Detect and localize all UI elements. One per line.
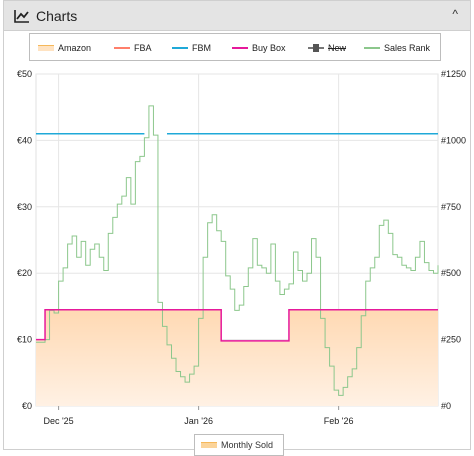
y-left-tick-label: €40: [17, 135, 32, 145]
legend-item-new[interactable]: New: [308, 34, 346, 62]
y-right-tick-label: #750: [441, 202, 461, 212]
series-amazon-area: [36, 309, 438, 406]
series-sales-rank-line: [36, 105, 439, 396]
y-right-tick-label: #1250: [441, 69, 466, 79]
y-left-tick-label: €50: [17, 69, 32, 79]
legend-item-sales-rank[interactable]: Sales Rank: [364, 34, 430, 62]
y-right-tick-label: #1000: [441, 135, 466, 145]
x-tick-label: Dec '25: [43, 416, 73, 426]
y-left-tick-label: €20: [17, 268, 32, 278]
y-left-tick-label: €30: [17, 202, 32, 212]
chart-fills: [36, 309, 438, 406]
y-right-tick-label: #250: [441, 335, 461, 345]
legend-item-fba[interactable]: FBA: [114, 34, 152, 62]
legend-item-amazon[interactable]: Amazon: [38, 34, 91, 62]
legend-swatch-amazon: [38, 45, 54, 51]
panel-header[interactable]: Charts ^: [4, 1, 470, 31]
x-tick-label: Feb '26: [324, 416, 354, 426]
legend-label-amazon: Amazon: [58, 43, 92, 53]
legend-swatch-monthly-sold: [201, 442, 217, 448]
legend-swatch-fbm: [172, 47, 188, 49]
x-tick-label: Jan '26: [184, 416, 213, 426]
legend-label-sales-rank: Sales Rank: [384, 43, 431, 53]
legend-swatch-new: [308, 44, 324, 52]
legend-item-fbm[interactable]: FBM: [172, 34, 211, 62]
legend-item-buy-box[interactable]: Buy Box: [232, 34, 286, 62]
legend-swatch-fba: [114, 47, 130, 49]
line-chart-icon: [14, 9, 29, 23]
legend-swatch-buy-box: [232, 47, 248, 49]
series-buy-box-line: [36, 308, 438, 342]
legend-label-new: New: [328, 43, 347, 53]
chart-axes: €0 €10 €20 €30 €40 €50 #0 #250 #500 #750 #1000 #125…: [17, 69, 466, 426]
legend-item-monthly-sold[interactable]: Monthly Sold: [194, 434, 284, 456]
chevron-up-icon[interactable]: ^: [452, 7, 458, 21]
legend-label-buy-box: Buy Box: [252, 43, 286, 53]
y-left-tick-label: €0: [22, 401, 32, 411]
y-right-tick-label: #0: [441, 401, 451, 411]
chart-lines: [36, 105, 439, 396]
legend-swatch-sales-rank: [364, 47, 380, 49]
legend-label-monthly-sold: Monthly Sold: [221, 440, 274, 450]
legend-label-fba: FBA: [134, 43, 152, 53]
legend-label-fbm: FBM: [192, 43, 211, 53]
y-right-tick-label: #500: [441, 268, 461, 278]
y-left-tick-label: €10: [17, 335, 32, 345]
chart-legend: Amazon FBA FBM Buy Box New Sales Rank: [29, 33, 441, 61]
panel-title: Charts: [36, 7, 78, 24]
